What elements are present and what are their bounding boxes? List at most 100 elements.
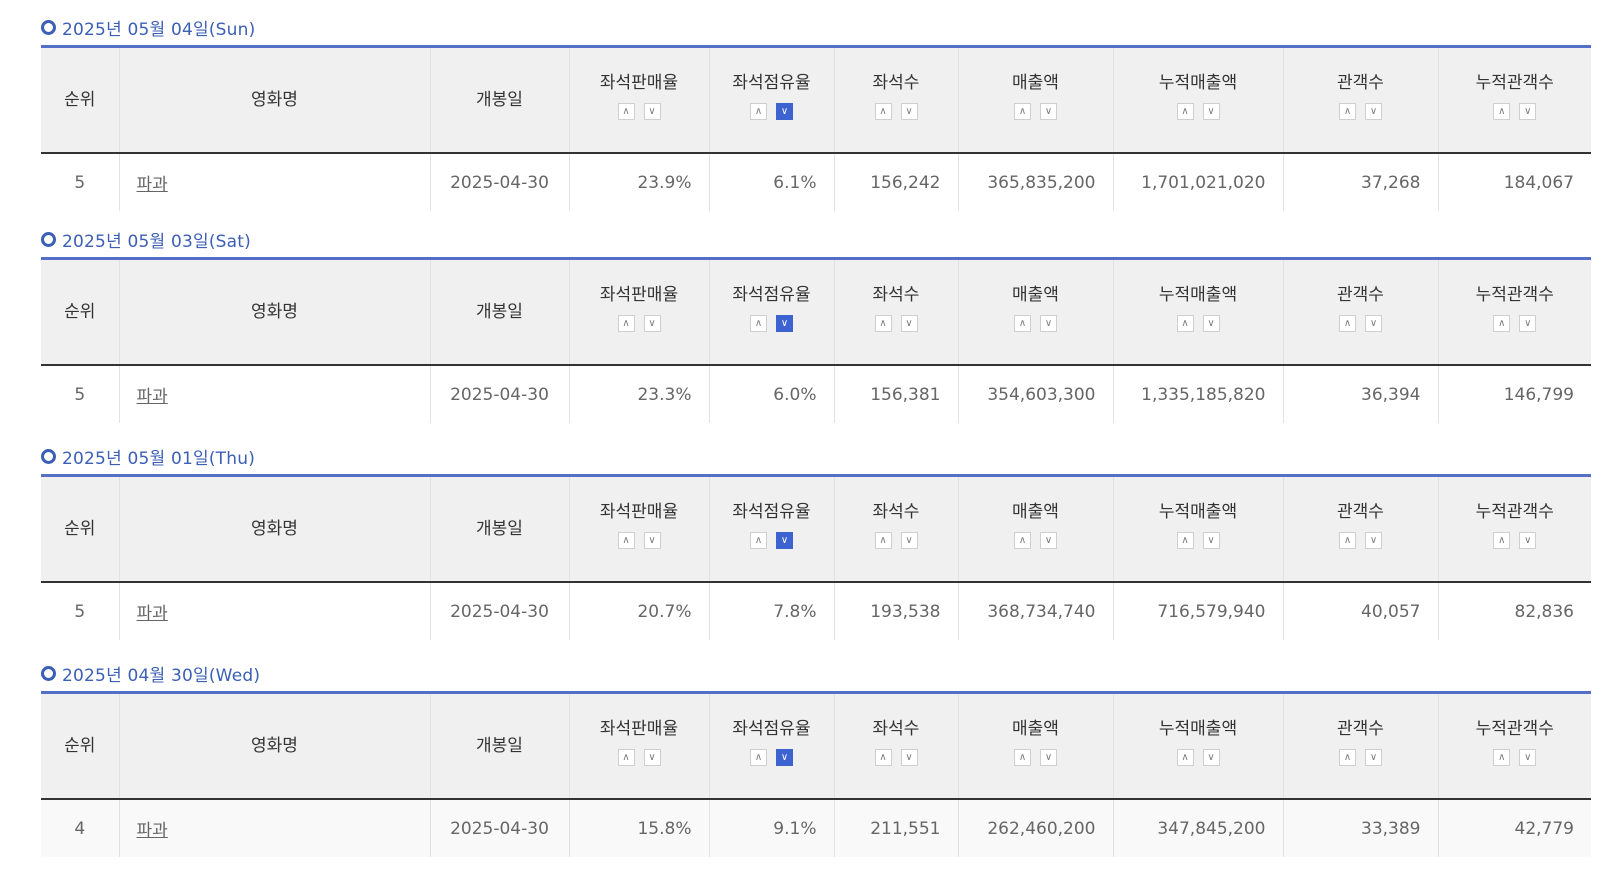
day-date-heading: 2025년 04월 30일(Wed)	[41, 662, 260, 686]
sort-ascending-chevron-up-icon[interactable]: ∧	[1493, 102, 1511, 120]
sort-descending-chevron-down-icon[interactable]: ∨	[776, 314, 793, 332]
cell-value: 2025-04-30	[450, 384, 549, 405]
sort-descending-chevron-down-icon[interactable]: ∨	[1519, 102, 1537, 120]
cell-value: 5	[74, 384, 86, 405]
sort-descending-chevron-down-icon[interactable]: ∨	[1202, 314, 1220, 332]
sort-descending-chevron-down-icon[interactable]: ∨	[643, 314, 661, 332]
sort-ascending-chevron-up-icon[interactable]: ∧	[1493, 748, 1511, 766]
sort-descending-chevron-down-icon[interactable]: ∨	[776, 102, 793, 120]
sort-descending-chevron-down-icon[interactable]: ∨	[900, 314, 918, 332]
sort-ascending-chevron-up-icon[interactable]: ∧	[1176, 748, 1194, 766]
sort-descending-chevron-down-icon[interactable]: ∨	[1519, 748, 1537, 766]
sort-descending-chevron-down-icon[interactable]: ∨	[1202, 531, 1220, 549]
sort-ascending-chevron-up-icon[interactable]: ∧	[874, 102, 892, 120]
cell-value: 6.1%	[773, 172, 817, 193]
column-header-label: 누적관객수	[1475, 284, 1554, 305]
column-header-label: 매출액	[1012, 284, 1059, 305]
sort-descending-chevron-down-icon[interactable]: ∨	[643, 102, 661, 120]
sort-descending-chevron-down-icon[interactable]: ∨	[1519, 314, 1537, 332]
cell-value: 36,394	[1361, 384, 1421, 405]
sort-controls: ∧ ∨	[1284, 748, 1438, 766]
sort-descending-chevron-down-icon[interactable]: ∨	[900, 531, 918, 549]
sort-ascending-chevron-up-icon[interactable]: ∧	[1339, 102, 1356, 120]
sort-ascending-chevron-up-icon[interactable]: ∧	[1176, 102, 1194, 120]
column-header-label: 개봉일	[476, 302, 523, 322]
sort-ascending-chevron-up-icon[interactable]: ∧	[617, 102, 635, 120]
sort-ascending-chevron-up-icon[interactable]: ∧	[1339, 748, 1356, 766]
sort-descending-chevron-down-icon[interactable]: ∨	[776, 531, 793, 549]
day-date-label: 2025년 05월 01일(Thu)	[62, 448, 256, 469]
sort-controls: ∧ ∨	[710, 531, 834, 549]
sort-ascending-chevron-up-icon[interactable]: ∧	[874, 314, 892, 332]
day-section: 2025년 05월 01일(Thu) 순위 영화명 개봉일 좌석판매율 ∧ ∨ 좌석점유율 ∧ ∨…	[41, 448, 1591, 640]
sort-controls: ∧ ∨	[1114, 531, 1283, 549]
cell-cum-sales: 1,701,021,020	[1112, 153, 1283, 211]
sort-ascending-chevron-up-icon[interactable]: ∧	[1014, 531, 1031, 549]
cell-audience: 37,268	[1282, 153, 1438, 211]
cell-value: 42,779	[1514, 818, 1574, 839]
sort-ascending-chevron-up-icon[interactable]: ∧	[617, 748, 635, 766]
sort-controls: ∧ ∨	[959, 748, 1113, 766]
cell-title: 파과	[118, 153, 430, 211]
sort-descending-chevron-down-icon[interactable]: ∨	[643, 748, 661, 766]
cell-rank: 4	[41, 799, 119, 857]
sort-descending-chevron-down-icon[interactable]: ∨	[776, 748, 793, 766]
sort-ascending-chevron-up-icon[interactable]: ∧	[750, 748, 767, 766]
cell-sales: 365,835,200	[957, 153, 1113, 211]
sort-ascending-chevron-up-icon[interactable]: ∧	[1339, 314, 1356, 332]
sort-ascending-chevron-up-icon[interactable]: ∧	[874, 748, 892, 766]
sort-ascending-chevron-up-icon[interactable]: ∧	[1339, 531, 1356, 549]
cell-value: 33,389	[1361, 818, 1421, 839]
sort-descending-chevron-down-icon[interactable]: ∨	[900, 748, 918, 766]
sort-descending-chevron-down-icon[interactable]: ∨	[1040, 314, 1057, 332]
sort-descending-chevron-down-icon[interactable]: ∨	[1040, 531, 1057, 549]
column-header-label: 좌석점유율	[732, 501, 811, 522]
movie-title-link[interactable]: 파과	[136, 821, 168, 841]
sort-descending-chevron-down-icon[interactable]: ∨	[1202, 748, 1220, 766]
column-header-seat-sales-rate: 좌석판매율 ∧ ∨	[568, 257, 709, 366]
sort-ascending-chevron-up-icon[interactable]: ∧	[1493, 531, 1511, 549]
cell-cum-sales: 347,845,200	[1112, 799, 1283, 857]
sort-ascending-chevron-up-icon[interactable]: ∧	[1014, 748, 1031, 766]
column-header-sales: 매출액 ∧ ∨	[957, 257, 1113, 366]
column-header-label: 매출액	[1012, 718, 1059, 739]
sort-ascending-chevron-up-icon[interactable]: ∧	[1176, 531, 1194, 549]
sort-ascending-chevron-up-icon[interactable]: ∧	[617, 314, 635, 332]
sort-controls: ∧ ∨	[959, 531, 1113, 549]
sort-ascending-chevron-up-icon[interactable]: ∧	[617, 531, 635, 549]
movie-title-link[interactable]: 파과	[136, 387, 168, 407]
sort-descending-chevron-down-icon[interactable]: ∨	[1365, 314, 1382, 332]
sort-ascending-chevron-up-icon[interactable]: ∧	[1493, 314, 1511, 332]
day-date-heading: 2025년 05월 01일(Thu)	[41, 445, 256, 469]
sort-descending-chevron-down-icon[interactable]: ∨	[1365, 531, 1382, 549]
column-header-label: 좌석수	[872, 718, 920, 739]
cell-value: 368,734,740	[987, 601, 1096, 622]
cell-cum-audience: 82,836	[1437, 582, 1591, 640]
sort-descending-chevron-down-icon[interactable]: ∨	[1040, 102, 1057, 120]
sort-controls: ∧ ∨	[570, 531, 709, 549]
sort-ascending-chevron-up-icon[interactable]: ∧	[874, 531, 892, 549]
sort-descending-chevron-down-icon[interactable]: ∨	[1365, 748, 1382, 766]
sort-ascending-chevron-up-icon[interactable]: ∧	[750, 314, 767, 332]
movie-title-link[interactable]: 파과	[136, 604, 168, 624]
sort-ascending-chevron-up-icon[interactable]: ∧	[1014, 314, 1031, 332]
column-header-label: 좌석판매율	[599, 72, 679, 93]
sort-ascending-chevron-up-icon[interactable]: ∧	[750, 531, 767, 549]
sort-ascending-chevron-up-icon[interactable]: ∧	[750, 102, 767, 120]
sort-descending-chevron-down-icon[interactable]: ∨	[1040, 748, 1057, 766]
sort-descending-chevron-down-icon[interactable]: ∨	[900, 102, 918, 120]
sort-descending-chevron-down-icon[interactable]: ∨	[643, 531, 661, 549]
sort-controls: ∧ ∨	[1439, 314, 1592, 332]
cell-open-date: 2025-04-30	[429, 153, 569, 211]
sort-descending-chevron-down-icon[interactable]: ∨	[1365, 102, 1382, 120]
column-header-label: 영화명	[251, 519, 298, 539]
sort-controls: ∧ ∨	[1284, 314, 1438, 332]
sort-ascending-chevron-up-icon[interactable]: ∧	[1176, 314, 1194, 332]
sort-controls: ∧ ∨	[710, 102, 834, 120]
movie-title-link[interactable]: 파과	[136, 175, 168, 195]
cell-value: 365,835,200	[987, 172, 1096, 193]
sort-descending-chevron-down-icon[interactable]: ∨	[1202, 102, 1220, 120]
sort-descending-chevron-down-icon[interactable]: ∨	[1519, 531, 1537, 549]
sort-controls: ∧ ∨	[835, 314, 958, 332]
sort-ascending-chevron-up-icon[interactable]: ∧	[1014, 102, 1031, 120]
